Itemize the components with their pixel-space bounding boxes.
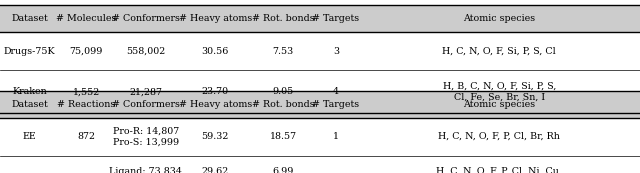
Text: Pro-R: 14,807
Pro-S: 13,999: Pro-R: 14,807 Pro-S: 13,999 <box>113 126 179 147</box>
Text: 18.57: 18.57 <box>269 132 297 141</box>
Text: # Heavy atoms: # Heavy atoms <box>179 14 252 23</box>
Text: # Molecules: # Molecules <box>56 14 116 23</box>
Text: 59.32: 59.32 <box>202 132 229 141</box>
Bar <box>0 32 640 70</box>
Text: # Targets: # Targets <box>312 100 360 109</box>
Text: 3: 3 <box>333 47 339 56</box>
Text: 1,552: 1,552 <box>73 87 100 96</box>
Text: EE: EE <box>22 132 36 141</box>
Text: # Targets: # Targets <box>312 14 360 23</box>
Text: H, C, N, O, F, P, Cl, Br, Rh: H, C, N, O, F, P, Cl, Br, Rh <box>438 132 560 141</box>
Text: 4: 4 <box>333 87 339 96</box>
Bar <box>0 70 640 113</box>
Text: 6.99
6.99: 6.99 6.99 <box>273 167 294 173</box>
Text: # Rot. bonds: # Rot. bonds <box>252 100 314 109</box>
Bar <box>0 118 640 156</box>
Bar <box>0 91 640 118</box>
Text: 9.05: 9.05 <box>273 87 294 96</box>
Text: Ligand: 73,834
Complex: 40,264: Ligand: 73,834 Complex: 40,264 <box>105 167 187 173</box>
Text: H, B, C, N, O, F, Si, P, S,
Cl, Fe, Se, Br, Sn, I: H, B, C, N, O, F, Si, P, S, Cl, Fe, Se, … <box>442 81 556 102</box>
Text: 1: 1 <box>333 132 339 141</box>
Text: 29.62
32.38: 29.62 32.38 <box>202 167 229 173</box>
Text: Kraken: Kraken <box>12 87 47 96</box>
Text: H, C, N, O, F, Si, P, S, Cl: H, C, N, O, F, Si, P, S, Cl <box>442 47 556 56</box>
Text: # Reactions: # Reactions <box>57 100 116 109</box>
Text: # Heavy atoms: # Heavy atoms <box>179 100 252 109</box>
Text: # Conformers: # Conformers <box>112 14 180 23</box>
Text: Dataset: Dataset <box>11 100 48 109</box>
Bar <box>0 5 640 32</box>
Text: 558,002: 558,002 <box>126 47 166 56</box>
Text: # Conformers: # Conformers <box>112 100 180 109</box>
Text: Dataset: Dataset <box>11 14 48 23</box>
Text: H, C, N, O, F, P, Cl, Ni, Cu,
Br, Pd, Ag, Pt, Au: H, C, N, O, F, P, Cl, Ni, Cu, Br, Pd, Ag… <box>436 167 562 173</box>
Text: Drugs-75K: Drugs-75K <box>4 47 55 56</box>
Text: Atomic species: Atomic species <box>463 100 535 109</box>
Text: Atomic species: Atomic species <box>463 14 535 23</box>
Text: 75,099: 75,099 <box>70 47 103 56</box>
Text: 23.70: 23.70 <box>202 87 229 96</box>
Text: 872: 872 <box>77 132 95 141</box>
Bar <box>0 156 640 173</box>
Text: 30.56: 30.56 <box>202 47 229 56</box>
Text: 7.53: 7.53 <box>273 47 294 56</box>
Text: 21,287: 21,287 <box>129 87 163 96</box>
Text: # Rot. bonds: # Rot. bonds <box>252 14 314 23</box>
